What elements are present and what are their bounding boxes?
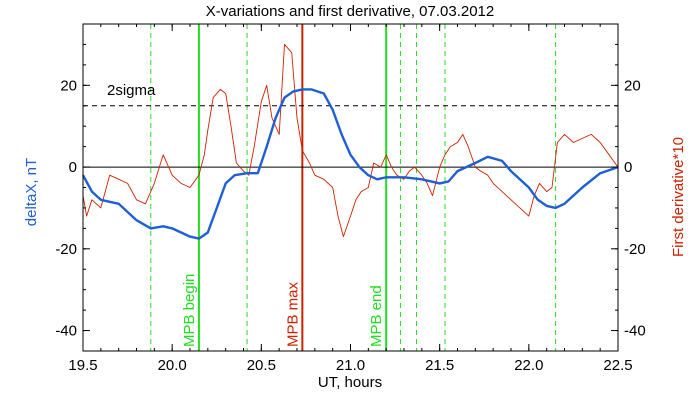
y-right-tick-label: -40 [624, 323, 646, 340]
x-tick-label: 22.0 [514, 357, 543, 374]
x-tick-label: 19.5 [68, 357, 97, 374]
y-left-tick-label: 20 [60, 77, 77, 94]
x-tick-label: 22.5 [603, 357, 632, 374]
x-tick-label: 20.5 [247, 357, 276, 374]
deltax-series-line [81, 88, 619, 240]
y-left-tick-label: 0 [69, 159, 77, 176]
x-tick-label: 21.5 [425, 357, 454, 374]
marker-label-mpb-begin: MPB begin [181, 274, 198, 347]
y-right-tick-label: -20 [624, 241, 646, 258]
y-right-tick-label: 20 [624, 77, 641, 94]
reference-lines [83, 105, 618, 168]
y-left-tick-label: -40 [55, 323, 77, 340]
x-tick-label: 20.0 [158, 357, 187, 374]
y-axis-left-label: deltaX, nT [23, 158, 40, 226]
marker-label-mpb-end: MPB end [368, 285, 385, 347]
marker-label-mpb-max: MPB max [284, 281, 301, 347]
x-axis-label: UT, hours [318, 374, 382, 391]
tick-layer [82, 24, 619, 351]
x-tick-label: 21.0 [336, 357, 365, 374]
y-axis-right-label: First derivative*10 [670, 137, 687, 257]
label-layer: 2sigma MPB begin MPB max MPB end 19.5 20.0 20.… [55, 77, 645, 374]
derivative-series-line [82, 43, 619, 238]
sigma-label: 2sigma [107, 82, 156, 99]
series-layer [81, 43, 619, 240]
marker-layer [150, 24, 557, 351]
y-right-tick-label: 0 [624, 159, 632, 176]
chart-title: X-variations and first derivative, 07.03… [206, 3, 495, 20]
y-left-tick-label: -20 [55, 241, 77, 258]
